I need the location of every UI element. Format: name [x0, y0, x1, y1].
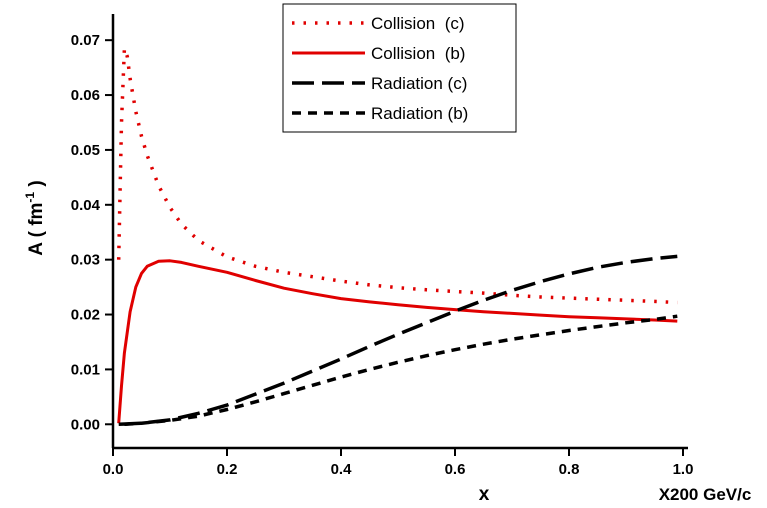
plot-lines — [116, 46, 678, 427]
legend-label-2: Collision (b) — [371, 44, 465, 63]
series-line-2 — [117, 259, 678, 424]
y-tick-label: 0.05 — [71, 142, 100, 159]
y-axis-title-exponent: -1 — [23, 192, 37, 203]
x-ticks: 0.0 0.2 0.4 0.6 0.8 1.0 — [103, 448, 694, 478]
axes — [111, 14, 688, 450]
y-axis-title: A ( fm-1 ) — [23, 180, 47, 255]
y-tick-label: 0.01 — [71, 361, 100, 378]
y-tick-label: 0.04 — [71, 197, 101, 214]
legend-box — [282, 3, 517, 133]
y-tick-label: 0.02 — [71, 307, 100, 324]
x-tick-label: 0.6 — [445, 461, 466, 478]
y-tick-label: 0.07 — [71, 32, 100, 49]
series-line-3 — [118, 254, 678, 427]
x-tick-label: 0.0 — [103, 461, 124, 478]
y-tick-label: 0.03 — [71, 252, 100, 269]
legend-label-4: Radiation (b) — [371, 104, 468, 123]
y-ticks: 0.00 0.01 0.02 0.03 0.04 0.05 0.06 0.07 — [71, 32, 113, 433]
y-tick-label: 0.00 — [71, 416, 100, 433]
legend-label-3: Radiation (c) — [371, 74, 467, 93]
legend-label-1: Collision (c) — [371, 14, 465, 33]
x-tick-label: 0.2 — [217, 461, 238, 478]
x-tick-label: 1.0 — [673, 461, 694, 478]
series-line-4 — [124, 314, 678, 427]
x-axis-title: x — [479, 484, 490, 505]
x-axis-unit: X200 GeV/c — [659, 485, 752, 504]
y-axis-title-close: ) — [26, 180, 47, 192]
y-axis-title-main: A ( fm — [26, 203, 47, 256]
x-tick-label: 0.8 — [559, 461, 580, 478]
y-tick-label: 0.06 — [71, 87, 100, 104]
x-tick-label: 0.4 — [331, 461, 353, 478]
legend: Collision (c) Collision (b) Radiation (c) R… — [282, 3, 517, 133]
